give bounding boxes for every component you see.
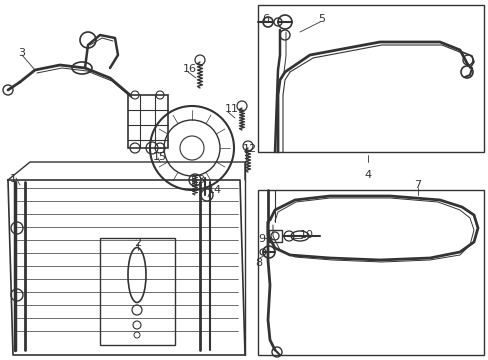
Text: 14: 14 xyxy=(207,185,222,195)
Bar xyxy=(128,95,168,148)
Bar xyxy=(258,190,483,355)
Text: 12: 12 xyxy=(243,144,257,154)
Text: 1: 1 xyxy=(10,174,17,184)
Text: 5: 5 xyxy=(317,14,325,24)
Text: 2: 2 xyxy=(134,238,141,248)
Text: 9: 9 xyxy=(258,234,264,244)
Text: 16: 16 xyxy=(183,64,197,74)
Text: 11: 11 xyxy=(224,104,239,114)
Text: 10: 10 xyxy=(299,230,313,240)
Bar xyxy=(268,230,282,242)
Text: 3: 3 xyxy=(18,48,25,58)
Text: 13: 13 xyxy=(192,175,205,185)
Text: 6: 6 xyxy=(262,14,268,24)
Text: 8: 8 xyxy=(254,258,262,268)
Bar xyxy=(258,5,483,152)
Text: 7: 7 xyxy=(414,180,421,190)
Text: 4: 4 xyxy=(364,170,371,180)
Bar xyxy=(100,238,175,345)
Text: 15: 15 xyxy=(153,152,167,162)
